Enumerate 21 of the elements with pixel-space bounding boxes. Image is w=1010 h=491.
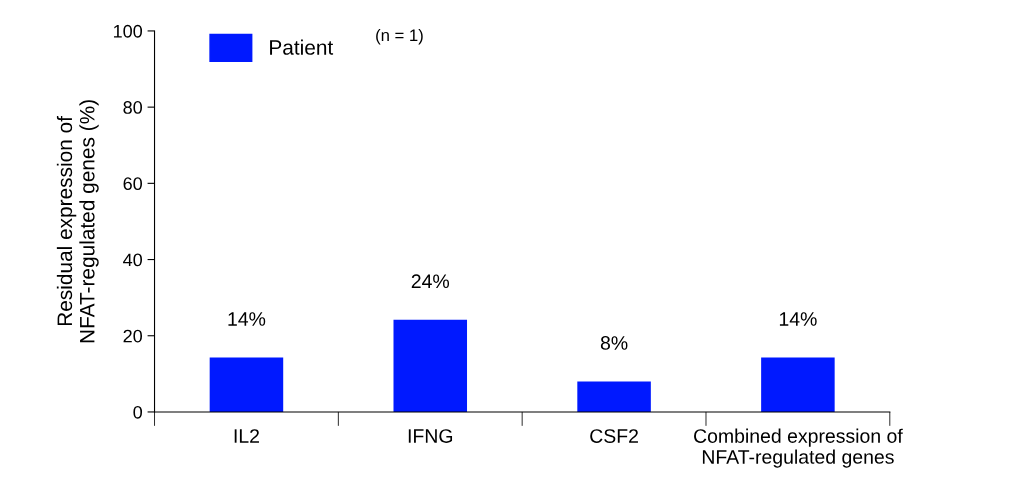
y-tick-label: 0 <box>133 405 143 419</box>
data-label: 14% <box>779 312 817 326</box>
bar <box>761 357 835 412</box>
y-tick-label: 40 <box>123 253 143 267</box>
bar <box>209 357 284 412</box>
x-tick-label: CSF2 <box>590 429 638 443</box>
y-tick-label: 100 <box>113 24 143 38</box>
y-axis-title: Residual expression of NFAT-regulated genes (%) <box>56 100 99 343</box>
x-tick-label: IL2 <box>234 429 259 443</box>
bar <box>577 381 651 412</box>
data-label: 8% <box>600 336 628 350</box>
legend-label: Patient <box>270 39 334 55</box>
x-tick-label: IFNG <box>408 429 453 443</box>
annotation: (n = 1) <box>376 28 423 45</box>
data-label: 14% <box>228 312 266 326</box>
x-tick-label: Combined expression of NFAT-regulated genes <box>694 428 903 468</box>
y-tick-label: 80 <box>123 101 143 114</box>
data-label: 24% <box>411 274 450 289</box>
bar <box>393 319 468 412</box>
y-tick-label: 20 <box>123 329 143 343</box>
y-tick-label: 60 <box>123 177 143 191</box>
